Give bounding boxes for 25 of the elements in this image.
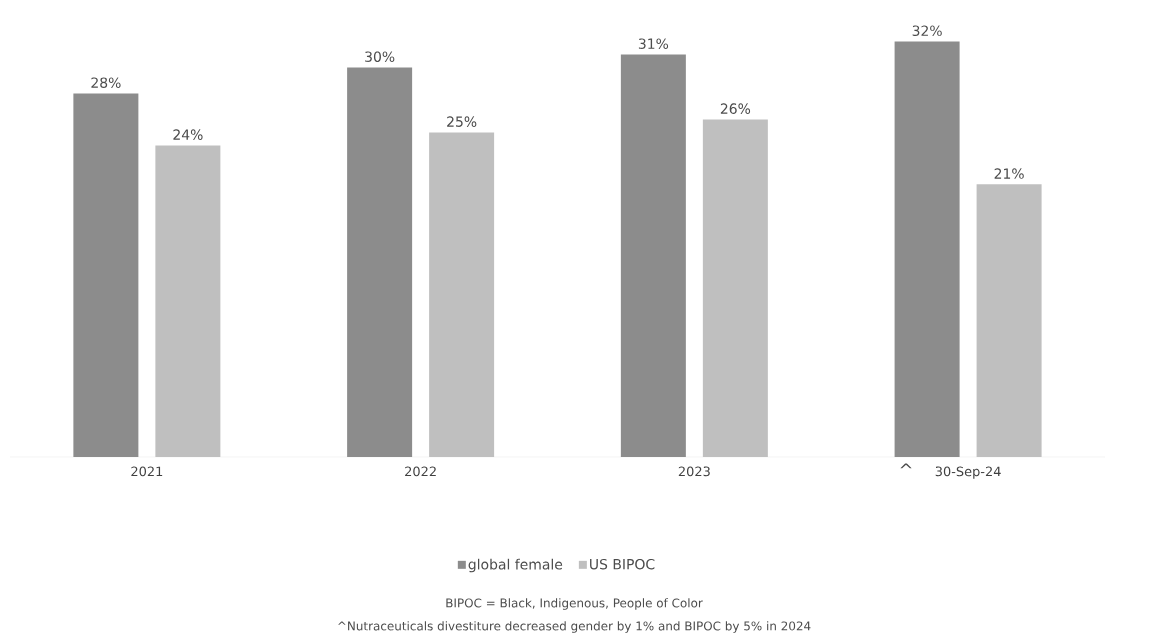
- data-label: 30%: [365, 51, 395, 62]
- data-label: 28%: [91, 77, 121, 88]
- data-label: 32%: [912, 25, 942, 37]
- bar: [894, 41, 960, 457]
- bar: [347, 67, 413, 457]
- data-label: 25%: [447, 116, 477, 127]
- x-tick-label: 30-Sep-24: [935, 466, 1001, 479]
- data-label: 21%: [994, 168, 1024, 179]
- bar: [155, 145, 221, 457]
- bar: [620, 54, 686, 457]
- x-tick-label: 2022: [405, 466, 436, 477]
- data-label: 24%: [173, 129, 203, 140]
- data-label: 26%: [720, 103, 751, 114]
- bar: [702, 119, 768, 457]
- bar: [429, 132, 495, 457]
- x-tick-label: 2021: [131, 466, 163, 477]
- x-tick-label: 2023: [678, 466, 710, 477]
- bar: [73, 93, 139, 457]
- bar: [976, 184, 1042, 457]
- legend-label: US BIPOC: [590, 558, 655, 570]
- text: ^: [900, 463, 912, 469]
- data-label: 31%: [638, 38, 669, 49]
- legend-label: global female: [468, 558, 563, 573]
- text: ^Nutraceuticals divestiture decreased gender by 1% and BIPOC by 5% in 2024: [338, 621, 811, 633]
- text: BIPOC = Black, Indigenous, People of Color: [446, 598, 703, 610]
